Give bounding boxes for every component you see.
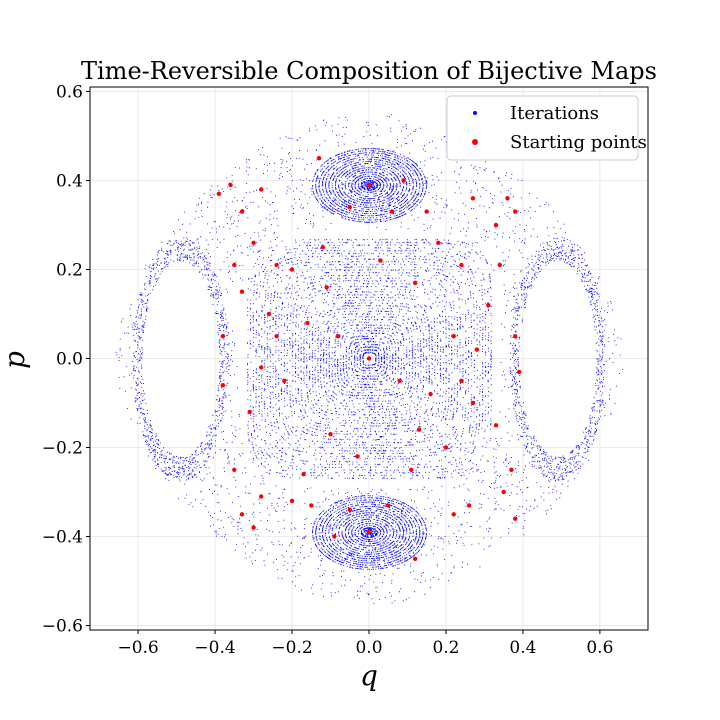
starting-point [259, 187, 264, 192]
x-tick-label: 0.4 [509, 638, 536, 658]
starting-point [355, 454, 360, 459]
starting-point [220, 334, 225, 339]
starting-point [428, 391, 433, 397]
starting-point [413, 556, 418, 561]
starting-point [228, 182, 233, 188]
starting-point [301, 472, 306, 477]
y-tick-label: 0.6 [56, 82, 83, 102]
starting-point [366, 356, 372, 361]
starting-point [459, 262, 464, 268]
starting-point [220, 383, 225, 388]
starting-point [474, 347, 479, 352]
starting-point [443, 445, 449, 450]
starting-point [451, 512, 456, 517]
starting-point [401, 178, 406, 183]
y-tick-label: 0.2 [56, 260, 83, 280]
starting-point [513, 334, 518, 339]
starting-point [486, 302, 491, 308]
starting-point [470, 196, 476, 201]
legend-label-iterations: Iterations [510, 103, 599, 124]
starting-point [216, 191, 222, 196]
starting-point [424, 209, 429, 214]
starting-point [289, 498, 295, 504]
starting-point [259, 494, 264, 499]
starting-point [239, 209, 245, 214]
starting-point [239, 512, 245, 517]
starting-point [232, 467, 237, 472]
y-tick-label: −0.2 [42, 439, 83, 459]
x-tick-label: −0.2 [271, 638, 312, 658]
starting-point [389, 209, 395, 214]
starting-point [497, 262, 502, 268]
x-tick-label: −0.6 [117, 638, 158, 658]
x-tick-label: 0.6 [586, 638, 613, 658]
starting-point [274, 334, 279, 339]
starting-point [332, 534, 337, 539]
chart-title: Time-Reversible Composition of Bijective… [81, 57, 657, 85]
y-tick-label: −0.4 [42, 528, 83, 548]
x-axis-label: q [360, 659, 378, 692]
starting-point [513, 516, 518, 521]
starting-point [378, 258, 383, 263]
starting-point [509, 467, 514, 472]
starting-point [513, 209, 518, 214]
starting-point [251, 525, 256, 530]
starting-point [266, 311, 272, 317]
starting-point [347, 205, 352, 210]
starting-point [366, 182, 372, 188]
starting-point [309, 503, 314, 508]
starting-point [259, 365, 264, 370]
starting-point [386, 503, 391, 508]
y-tick-label: −0.6 [42, 617, 83, 637]
starting-point [282, 378, 287, 383]
starting-point [328, 432, 333, 437]
starting-point [451, 334, 456, 339]
starting-point [251, 240, 256, 245]
starting-point [305, 320, 310, 326]
starting-point [505, 196, 510, 201]
starting-point [501, 489, 506, 495]
x-tick-label: −0.4 [194, 638, 235, 658]
axis-ticks: −0.6 −0.4 −0.2 0.0 0.2 0.4 0.6 −0.6 −0.4 −0.2 0.0 0… [42, 82, 614, 658]
starting-point [493, 222, 499, 228]
starting-point [232, 262, 237, 268]
starting-point [409, 467, 414, 472]
legend: Iterations Starting points [446, 95, 647, 161]
starting-point [436, 240, 441, 245]
starting-point [466, 503, 472, 508]
starting-point [324, 285, 329, 290]
starting-point [416, 427, 422, 432]
starting-point [366, 529, 372, 535]
starting-point [470, 400, 476, 406]
legend-marker-starting-points [472, 139, 478, 145]
starting-point [274, 262, 279, 268]
starting-point [316, 156, 322, 161]
starting-point [347, 507, 352, 512]
y-tick-label: 0.4 [56, 171, 83, 191]
y-axis-label: p [0, 351, 31, 369]
x-tick-label: 0.0 [355, 638, 382, 658]
starting-point [516, 369, 522, 375]
starting-point [413, 280, 418, 285]
starting-point [397, 378, 402, 383]
starting-point [320, 245, 325, 250]
legend-label-starting-points: Starting points [510, 132, 647, 153]
x-tick-label: 0.2 [432, 638, 459, 658]
starting-points-series [216, 156, 522, 561]
y-tick-label: 0.0 [56, 350, 83, 370]
starting-point [247, 409, 252, 415]
legend-marker-iterations [473, 111, 477, 115]
starting-point [459, 378, 464, 383]
legend-box [446, 95, 639, 161]
starting-point [289, 267, 295, 272]
starting-point [239, 289, 245, 294]
starting-point [336, 334, 341, 339]
starting-point [493, 423, 499, 428]
